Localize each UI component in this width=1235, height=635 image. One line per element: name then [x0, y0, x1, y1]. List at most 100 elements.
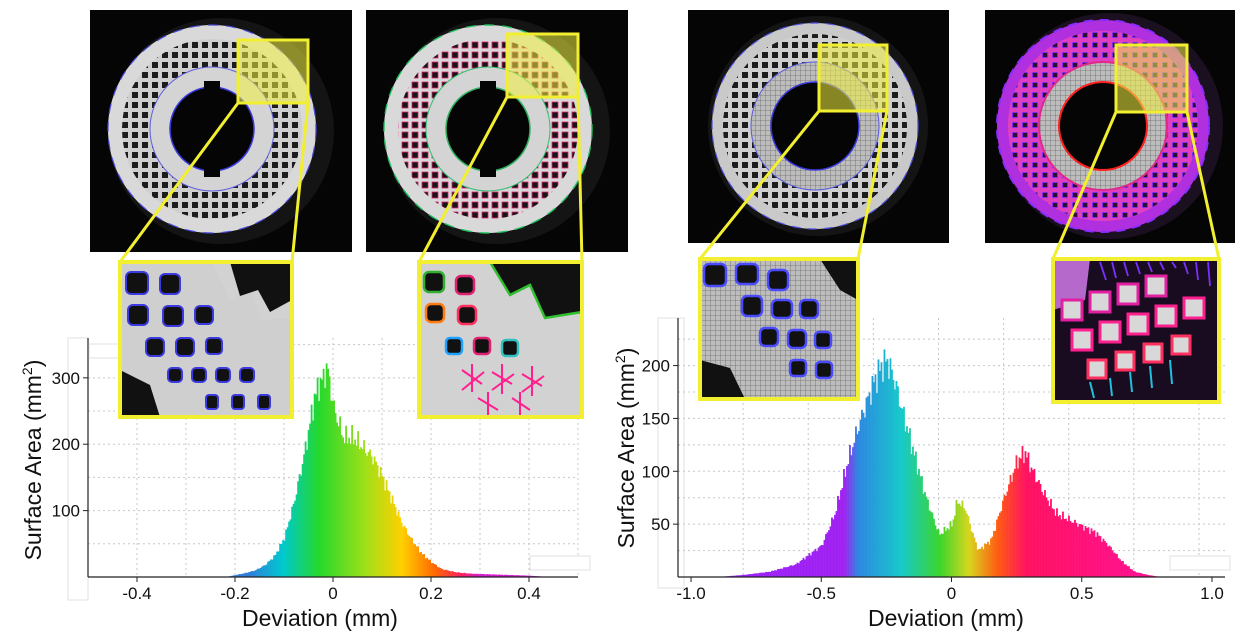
left-histogram-bar [453, 571, 455, 577]
right-histogram-bar [960, 506, 962, 577]
right-histogram-bar [855, 426, 857, 577]
left-histogram-bar [234, 575, 236, 577]
left-histogram-bar [319, 377, 322, 577]
left-histogram-bar [402, 527, 404, 577]
left-histogram-bar [309, 423, 311, 577]
left-histogram-bar [417, 546, 419, 577]
right-histogram-bar [981, 546, 983, 577]
left-histogram-bar [253, 570, 256, 577]
right-histogram-bar [946, 528, 949, 577]
right-histogram-bar [1047, 500, 1049, 577]
left-histogram-bar [519, 575, 521, 577]
right-histogram-bar [763, 572, 766, 577]
right-histogram-bar [1056, 508, 1058, 577]
zoom-inset-1 [118, 260, 294, 419]
right-histogram-bar [1075, 522, 1078, 577]
right-histogram-bar [1000, 511, 1003, 577]
left-histogram-bar [406, 534, 409, 577]
left-histogram-bar [316, 377, 319, 577]
left-histogram-bar [511, 575, 514, 577]
right-histogram-bar [942, 533, 944, 577]
right-histogram-bar [865, 397, 868, 577]
right-histogram-bar [1065, 518, 1067, 577]
left-histogram-bar [495, 574, 497, 577]
left-histogram-bar [418, 552, 421, 577]
left-histogram-bar [370, 456, 373, 577]
right-histogram-bar [1054, 515, 1057, 577]
left-histogram-bar [283, 540, 286, 577]
left-histogram-bar [489, 574, 491, 577]
right-histogram-bar [1003, 494, 1006, 577]
left-histogram-bar [466, 573, 469, 577]
right-histogram-bar [1116, 554, 1118, 577]
left-histogram-bar [381, 475, 383, 577]
right-histogram-bar [786, 567, 788, 577]
right-histogram-bar [979, 548, 982, 577]
left-histogram-bar [435, 564, 437, 577]
right-histogram-bar [805, 556, 808, 577]
right-histogram-bar [1074, 519, 1076, 577]
left-histogram-bar [472, 573, 475, 577]
left-y-tick-label: 200 [52, 435, 80, 454]
right-histogram-bar [975, 542, 977, 577]
left-histogram-bar [415, 546, 418, 577]
right-histogram-bar [1144, 574, 1147, 577]
right-histogram-bar [939, 534, 941, 577]
right-histogram-bar [1125, 564, 1127, 577]
right-histogram-bar [924, 492, 926, 577]
left-histogram-bar [270, 559, 272, 577]
right-histogram-bar [751, 573, 754, 577]
right-histogram-bar [1017, 468, 1019, 577]
right-histogram-bar [1081, 524, 1084, 577]
right-histogram-bar [1111, 550, 1114, 577]
right-histogram-bar [780, 568, 782, 577]
right-histogram-bar [954, 515, 956, 577]
right-y-tick-label: 100 [642, 462, 670, 481]
left-histogram-bar [462, 573, 464, 577]
right-histogram-bar [813, 551, 815, 577]
right-histogram-bar [909, 428, 911, 577]
left-x-tick-label: -0.2 [220, 584, 249, 603]
right-histogram-bar [891, 369, 893, 577]
right-x-tick-label: 0 [947, 584, 956, 603]
right-histogram-bar [744, 574, 746, 577]
right-histogram-bar [738, 575, 740, 577]
right-histogram-bar [1071, 522, 1073, 577]
right-histogram-bar [912, 446, 914, 577]
left-histogram-bar [331, 400, 334, 577]
right-histogram-bar [885, 361, 887, 577]
left-legend-box-top [88, 343, 122, 359]
right-histogram-bar [864, 417, 866, 577]
left-histogram-bar [460, 572, 463, 577]
left-histogram-bar [445, 569, 448, 577]
left-histogram-bar [385, 480, 388, 577]
right-histogram-bar [1087, 527, 1090, 577]
right-histogram-bar [1066, 521, 1069, 577]
right-histogram-bar [873, 382, 875, 577]
left-histogram-bar [280, 543, 283, 577]
left-histogram-bar [478, 574, 481, 577]
right-histogram-bar [1060, 519, 1063, 577]
left-histogram-bar [408, 535, 410, 577]
left-histogram-bar [247, 572, 250, 577]
left-histogram-bar [364, 452, 367, 577]
left-histogram-bar [502, 574, 505, 577]
right-histogram-bar [1137, 572, 1139, 577]
right-histogram-bar [1050, 498, 1052, 577]
right-x-tick-label: -1.0 [676, 584, 705, 603]
right-histogram-bar [1134, 571, 1136, 577]
right-histogram-bar [970, 531, 973, 577]
left-histogram-bar [474, 573, 476, 577]
left-histogram-bar [412, 544, 415, 577]
right-histogram-bar [1020, 458, 1022, 577]
right-histogram-bar [790, 565, 793, 577]
right-histogram-bar [814, 548, 817, 577]
right-histogram-bar [771, 570, 773, 577]
right-histogram-bar [876, 392, 878, 577]
right-histogram-bar [822, 545, 824, 577]
left-histogram-bar [321, 379, 323, 577]
right-histogram-bar [735, 575, 737, 577]
right-histogram-bar [844, 476, 847, 577]
left-histogram-bar [421, 554, 424, 577]
right-histogram-bar [886, 359, 889, 577]
